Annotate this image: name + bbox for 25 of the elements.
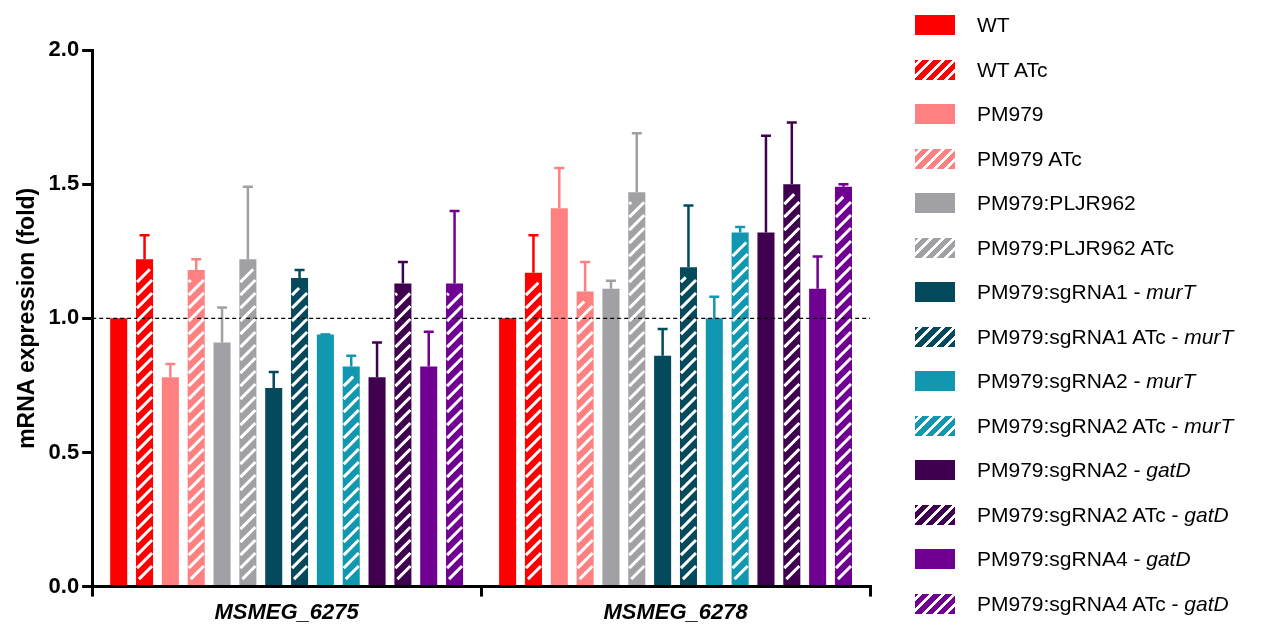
y-tick-label: 0.5 bbox=[48, 438, 80, 464]
y-tick-label: 2.0 bbox=[48, 36, 80, 62]
legend-label: PM979 ATc bbox=[977, 146, 1082, 171]
y-tick-label: 0.0 bbox=[48, 572, 80, 598]
y-tick-label: 1.5 bbox=[48, 170, 80, 196]
legend-label: PM979:sgRNA1 ATc - murT bbox=[977, 324, 1234, 349]
legend-label: PM979:sgRNA2 - murT bbox=[977, 369, 1196, 394]
legend-label: PM979:sgRNA4 ATc - gatD bbox=[977, 591, 1229, 616]
bar bbox=[499, 318, 517, 586]
legend-label: PM979:sgRNA1 - murT bbox=[977, 280, 1196, 305]
legend-label: WT ATc bbox=[977, 57, 1048, 82]
legend-label: WT bbox=[977, 13, 1010, 38]
x-tick-label: MSMEG_6275 bbox=[214, 598, 360, 624]
legend-label: PM979:sgRNA2 ATc - murT bbox=[977, 413, 1234, 438]
legend-label: PM979 bbox=[977, 102, 1044, 127]
legend-label: PM979:PLJR962 ATc bbox=[977, 235, 1174, 260]
legend-label: PM979:sgRNA2 - gatD bbox=[977, 458, 1191, 483]
x-tick-label: MSMEG_6278 bbox=[603, 598, 749, 624]
y-axis-title: mRNA expression (fold) bbox=[13, 187, 40, 449]
legend-label: PM979:sgRNA2 ATc - gatD bbox=[977, 502, 1229, 527]
y-tick-label: 1.0 bbox=[48, 304, 80, 330]
bar bbox=[316, 334, 334, 586]
bar bbox=[110, 318, 128, 586]
legend-label: PM979:PLJR962 bbox=[977, 191, 1136, 216]
legend-label: PM979:sgRNA4 - gatD bbox=[977, 547, 1191, 572]
